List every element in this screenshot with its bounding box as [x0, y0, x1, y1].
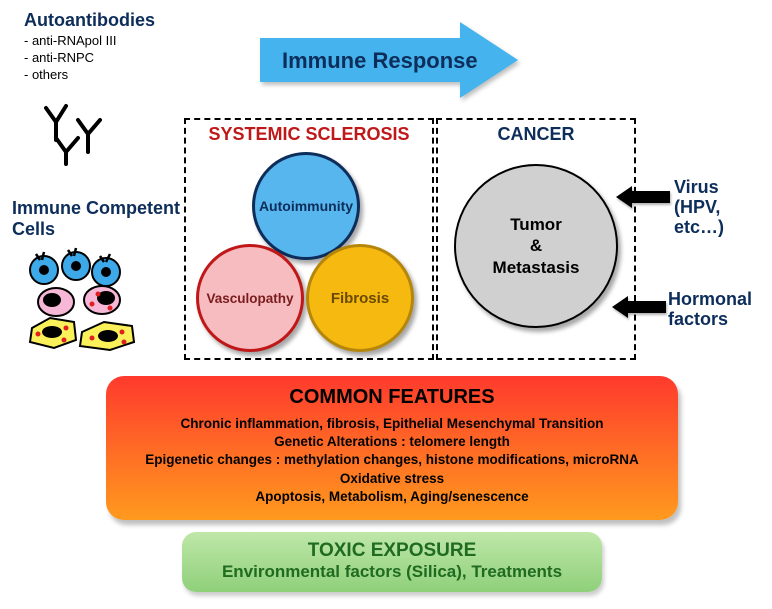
virus-label: Virus (HPV, etc…): [674, 178, 772, 237]
autoimmunity-label: Autoimmunity: [259, 198, 353, 214]
immune-response-label: Immune Response: [282, 48, 478, 74]
toxic-title: TOXIC EXPOSURE: [192, 540, 592, 562]
autoantibodies-item: - anti-RNApol III: [24, 33, 155, 48]
fibrosis-label: Fibrosis: [331, 290, 389, 307]
cancer-title: CANCER: [438, 120, 634, 145]
common-line: Chronic inflammation, fibrosis, Epitheli…: [120, 415, 664, 433]
autoantibodies-block: Autoantibodies - anti-RNApol III - anti-…: [24, 10, 155, 82]
hormonal-label: Hormonal factors: [668, 290, 752, 330]
common-line: Apoptosis, Metabolism, Aging/senescence: [120, 488, 664, 506]
antibody-icon: [28, 100, 118, 170]
autoantibodies-title: Autoantibodies: [24, 10, 155, 31]
immune-cells-label: Immune Competent Cells: [12, 198, 182, 240]
toxic-exposure-box: TOXIC EXPOSURE Environmental factors (Si…: [182, 532, 602, 592]
common-features-title: COMMON FEATURES: [120, 386, 664, 409]
autoantibodies-item: - others: [24, 67, 155, 82]
hormonal-arrow-icon: [612, 296, 666, 318]
tumor-line1: Tumor: [510, 214, 562, 235]
toxic-sub: Environmental factors (Silica), Treatmen…: [192, 562, 592, 582]
autoimmunity-circle: Autoimmunity: [252, 152, 360, 260]
common-line: Genetic Alterations : telomere length: [120, 433, 664, 451]
tumor-line2: &: [530, 235, 542, 256]
vasculopathy-label: Vasculopathy: [206, 291, 293, 306]
common-features-box: COMMON FEATURES Chronic inflammation, fi…: [106, 376, 678, 520]
fibrosis-circle: Fibrosis: [306, 244, 414, 352]
tumor-circle: Tumor & Metastasis: [454, 164, 618, 328]
common-line: Epigenetic changes : methylation changes…: [120, 451, 664, 469]
common-line: Oxidative stress: [120, 470, 664, 488]
tumor-line3: Metastasis: [493, 257, 580, 278]
immune-cells-icon: [16, 242, 166, 352]
virus-arrow-icon: [616, 186, 670, 208]
systemic-sclerosis-title: SYSTEMIC SCLEROSIS: [186, 120, 432, 145]
autoantibodies-item: - anti-RNPC: [24, 50, 155, 65]
vasculopathy-circle: Vasculopathy: [196, 244, 304, 352]
immune-cells-text: Immune Competent Cells: [12, 198, 182, 240]
